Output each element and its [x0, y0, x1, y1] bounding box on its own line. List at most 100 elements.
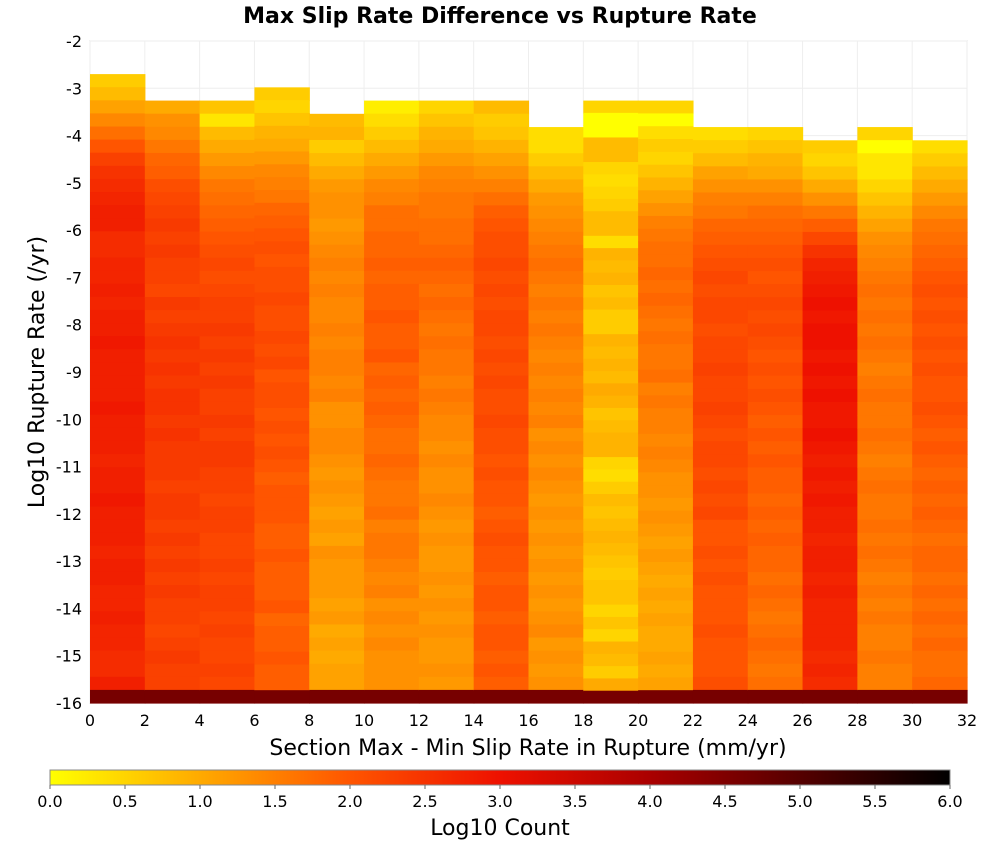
- heatmap-cell: [418, 192, 475, 206]
- heatmap-cell: [144, 375, 201, 390]
- heatmap-cell: [802, 493, 858, 508]
- heatmap-cell: [692, 598, 749, 612]
- heatmap-cell: [199, 297, 256, 311]
- heatmap-cell: [144, 218, 201, 233]
- heatmap-cell: [254, 279, 310, 294]
- heatmap-cell: [364, 506, 420, 521]
- heatmap-cell: [747, 192, 804, 207]
- heatmap-cell: [638, 613, 694, 627]
- heatmap-cell: [857, 519, 913, 534]
- heatmap-cell: [912, 532, 968, 547]
- heatmap-cell: [747, 428, 804, 442]
- heatmap-cell: [857, 545, 913, 560]
- heatmap-cell: [802, 467, 858, 482]
- heatmap-cell: [857, 454, 913, 468]
- heatmap-cell: [90, 231, 146, 246]
- heatmap-cell: [309, 611, 365, 626]
- heatmap-cell: [692, 284, 749, 298]
- heatmap-cell: [364, 179, 420, 193]
- heatmap-cell: [528, 519, 584, 534]
- heatmap-cell: [583, 260, 639, 274]
- heatmap-cell: [692, 624, 749, 639]
- heatmap-cell: [802, 166, 858, 181]
- heatmap-cell: [857, 297, 913, 311]
- heatmap-cell: [583, 334, 639, 348]
- heatmap-cell: [309, 218, 365, 233]
- y-axis-title: Log10 Rupture Rate (/yr): [25, 236, 50, 508]
- heatmap-cell: [747, 388, 804, 403]
- heatmap-cell: [199, 310, 256, 324]
- heatmap-cell: [747, 559, 804, 573]
- heatmap-cell: [90, 362, 146, 377]
- heatmap-cell: [747, 218, 804, 233]
- heatmap-cell: [473, 179, 530, 193]
- heatmap-cell: [857, 559, 913, 573]
- heatmap-cell: [802, 689, 858, 704]
- heatmap-cell: [802, 388, 858, 403]
- heatmap-cell: [583, 383, 639, 397]
- heatmap-cell: [309, 375, 365, 390]
- heatmap-cell: [802, 362, 858, 377]
- x-tick-label: 10: [354, 711, 374, 730]
- heatmap-cell: [144, 454, 201, 468]
- heatmap-cell: [473, 310, 530, 324]
- heatmap-cell: [254, 343, 310, 358]
- heatmap-cell: [90, 611, 146, 625]
- heatmap-cell: [254, 420, 310, 435]
- heatmap-cell: [473, 611, 530, 626]
- heatmap-cell: [144, 139, 201, 154]
- heatmap-cell: [254, 331, 310, 345]
- heatmap-cell: [857, 467, 913, 482]
- heatmap-cell: [90, 571, 146, 586]
- heatmap-cell: [418, 414, 475, 429]
- heatmap-cell: [857, 506, 913, 521]
- heatmap-cell: [528, 284, 584, 298]
- heatmap-cell: [528, 598, 584, 612]
- heatmap-cell: [364, 401, 420, 416]
- heatmap-cell: [418, 139, 475, 154]
- heatmap-cell: [747, 611, 804, 626]
- heatmap-cell: [364, 283, 420, 298]
- heatmap-cell: [638, 318, 694, 332]
- heatmap-cell: [747, 454, 804, 468]
- heatmap-cell: [747, 205, 804, 220]
- heatmap-cell: [144, 283, 201, 298]
- heatmap-cell: [309, 270, 365, 285]
- heatmap-cell: [473, 506, 530, 521]
- heatmap-cell: [144, 152, 201, 167]
- heatmap-cell: [528, 663, 584, 678]
- heatmap-cell: [747, 689, 804, 704]
- heatmap-cell: [912, 663, 968, 678]
- colorbar-tick-label: 6.0: [937, 792, 962, 811]
- heatmap-cell: [254, 549, 310, 563]
- heatmap-cell: [309, 441, 365, 455]
- heatmap-cell: [692, 415, 749, 429]
- heatmap-cell: [418, 558, 475, 573]
- heatmap-cell: [473, 480, 530, 495]
- heatmap-cell: [144, 689, 201, 704]
- heatmap-cell: [309, 467, 365, 482]
- heatmap-cell: [199, 611, 256, 626]
- heatmap-cell: [254, 177, 310, 191]
- heatmap-cell: [309, 428, 365, 442]
- heatmap-cell: [364, 323, 420, 337]
- heatmap-cell: [90, 388, 146, 403]
- heatmap-cell: [254, 472, 310, 486]
- colorbar-tick-label: 0.0: [37, 792, 62, 811]
- heatmap-cell: [638, 228, 694, 243]
- heatmap-cell: [528, 585, 584, 599]
- heatmap-cell: [747, 297, 804, 311]
- heatmap-cell: [638, 215, 694, 230]
- heatmap-cell: [254, 408, 310, 422]
- heatmap-cell: [583, 641, 639, 655]
- heatmap-cell: [254, 433, 310, 448]
- heatmap-cell: [857, 179, 913, 194]
- heatmap-cell: [802, 506, 858, 521]
- heatmap-cell: [199, 179, 256, 193]
- heatmap-cell: [692, 362, 749, 377]
- x-tick-label: 8: [304, 711, 314, 730]
- heatmap-cell: [528, 166, 584, 181]
- heatmap-cell: [857, 493, 913, 508]
- heatmap-cell: [144, 349, 201, 364]
- heatmap-cell: [802, 611, 858, 626]
